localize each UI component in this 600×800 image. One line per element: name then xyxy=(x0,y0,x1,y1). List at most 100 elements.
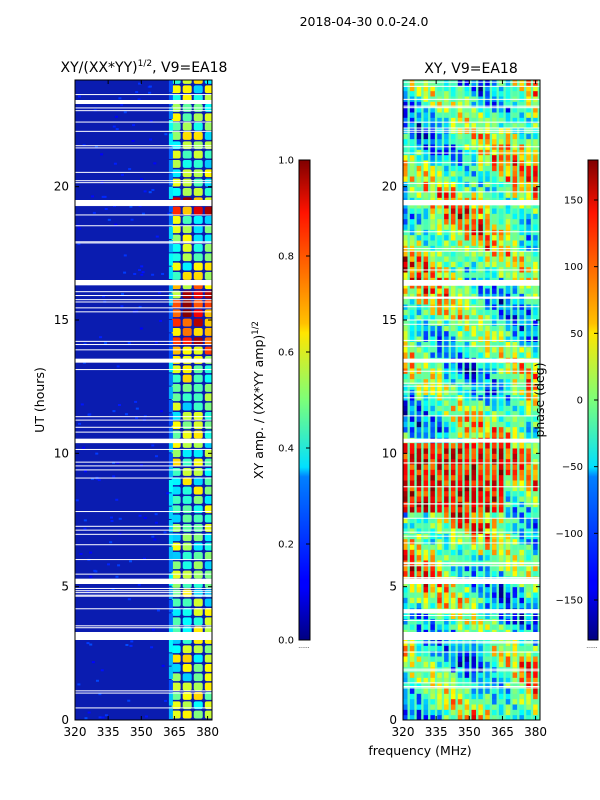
right-phase-cell xyxy=(450,698,456,705)
left-channel-cell xyxy=(204,430,212,439)
right-phase-cell xyxy=(505,101,511,108)
right-phase-cell xyxy=(498,90,504,97)
right-phase-cell xyxy=(498,698,504,705)
right-phase-cell xyxy=(533,464,538,470)
right-phase-cell xyxy=(492,506,497,513)
right-phase-cell xyxy=(526,373,531,380)
left-channel-cell xyxy=(193,253,203,262)
right-phase-cell xyxy=(423,624,429,630)
right-phase-cell xyxy=(423,570,429,577)
right-phase-cell xyxy=(403,80,408,86)
right-phase-cell xyxy=(498,597,504,604)
left-texture-cell xyxy=(98,693,102,696)
right-phase-cell xyxy=(471,288,476,294)
right-phase-cell xyxy=(409,138,415,145)
right-phase-cell xyxy=(416,570,422,577)
right-phase-cell xyxy=(471,544,476,550)
right-phase-cell xyxy=(430,528,435,534)
left-texture-cell xyxy=(137,98,141,101)
left-texture-cell xyxy=(116,365,120,368)
right-phase-cell xyxy=(403,602,408,609)
right-phase-cell xyxy=(437,117,442,124)
right-phase-cell xyxy=(478,565,483,572)
right-flag-line xyxy=(403,269,540,271)
left-ylabel: UT (hours) xyxy=(32,367,47,433)
right-phase-cell xyxy=(437,485,442,492)
right-flag-line xyxy=(403,323,540,325)
right-phase-cell xyxy=(416,224,422,230)
right-phase-cell xyxy=(444,112,449,118)
right-phase-cell xyxy=(450,485,456,492)
right-phase-cell xyxy=(464,272,470,278)
right-phase-cell xyxy=(533,85,538,92)
right-phase-cell xyxy=(450,240,456,246)
right-phase-cell xyxy=(533,208,538,214)
right-phase-cell xyxy=(457,517,463,524)
right-phase-cell xyxy=(478,112,483,118)
left-channel-cell xyxy=(193,272,203,280)
right-phase-cell xyxy=(492,416,497,422)
right-phase-cell xyxy=(464,320,470,326)
right-phase-cell xyxy=(533,234,538,241)
right-phase-cell xyxy=(444,538,449,545)
right-phase-cell xyxy=(526,330,531,337)
right-phase-cell xyxy=(526,469,531,476)
right-colorbar-tick-label: −50 xyxy=(562,462,583,473)
left-channel-cell xyxy=(171,188,181,196)
left-channel-cell xyxy=(204,309,212,318)
right-phase-cell xyxy=(437,480,442,486)
right-phase-cell xyxy=(430,565,435,572)
right-phase-cell xyxy=(444,234,449,241)
right-phase-cell xyxy=(403,458,408,465)
right-phase-cell xyxy=(492,517,497,524)
right-phase-cell xyxy=(485,448,490,454)
right-phase-cell xyxy=(492,181,497,188)
right-phase-cell xyxy=(430,432,435,438)
right-phase-cell xyxy=(464,597,470,604)
right-phase-cell xyxy=(444,474,449,481)
right-phase-cell xyxy=(471,661,476,668)
left-sideband-cell xyxy=(168,213,173,226)
right-phase-cell xyxy=(403,176,408,182)
right-phase-cell xyxy=(450,458,456,465)
right-phase-cell xyxy=(533,522,538,529)
right-phase-cell xyxy=(526,432,531,438)
right-phase-cell xyxy=(498,496,504,502)
right-phase-cell xyxy=(512,352,518,358)
right-phase-cell xyxy=(512,650,518,657)
right-phase-cell xyxy=(416,218,422,225)
left-channel-cell xyxy=(182,552,192,560)
left-texture-cell xyxy=(83,519,87,522)
left-channel-cell xyxy=(171,216,181,224)
right-phase-cell xyxy=(478,106,483,113)
right-phase-cell xyxy=(478,480,483,486)
right-phase-cell xyxy=(485,709,490,716)
right-phase-cell xyxy=(457,400,463,406)
right-phase-cell xyxy=(403,320,408,326)
right-phase-cell xyxy=(416,688,422,694)
right-phase-cell xyxy=(498,138,504,145)
right-phase-cell xyxy=(512,181,518,188)
right-phase-cell xyxy=(471,176,476,182)
right-phase-cell xyxy=(519,480,524,486)
right-flag-line xyxy=(403,415,540,417)
right-phase-cell xyxy=(505,373,511,380)
right-phase-cell xyxy=(533,320,538,326)
right-phase-cell xyxy=(498,517,504,524)
right-phase-cell xyxy=(512,261,518,268)
right-phase-cell xyxy=(409,677,415,684)
right-phase-cell xyxy=(471,688,476,694)
left-flag-line xyxy=(75,295,212,297)
right-phase-cell xyxy=(444,517,449,524)
right-phase-cell xyxy=(526,325,531,332)
right-phase-cell xyxy=(519,496,524,502)
left-texture-cell xyxy=(164,699,168,702)
right-phase-cell xyxy=(512,288,518,294)
right-phase-cell xyxy=(437,698,442,705)
right-phase-cell xyxy=(505,234,511,241)
right-phase-cell xyxy=(437,272,442,278)
right-phase-cell xyxy=(403,234,408,241)
right-phase-cell xyxy=(416,240,422,246)
right-phase-cell xyxy=(444,554,449,561)
right-phase-cell xyxy=(471,128,476,134)
